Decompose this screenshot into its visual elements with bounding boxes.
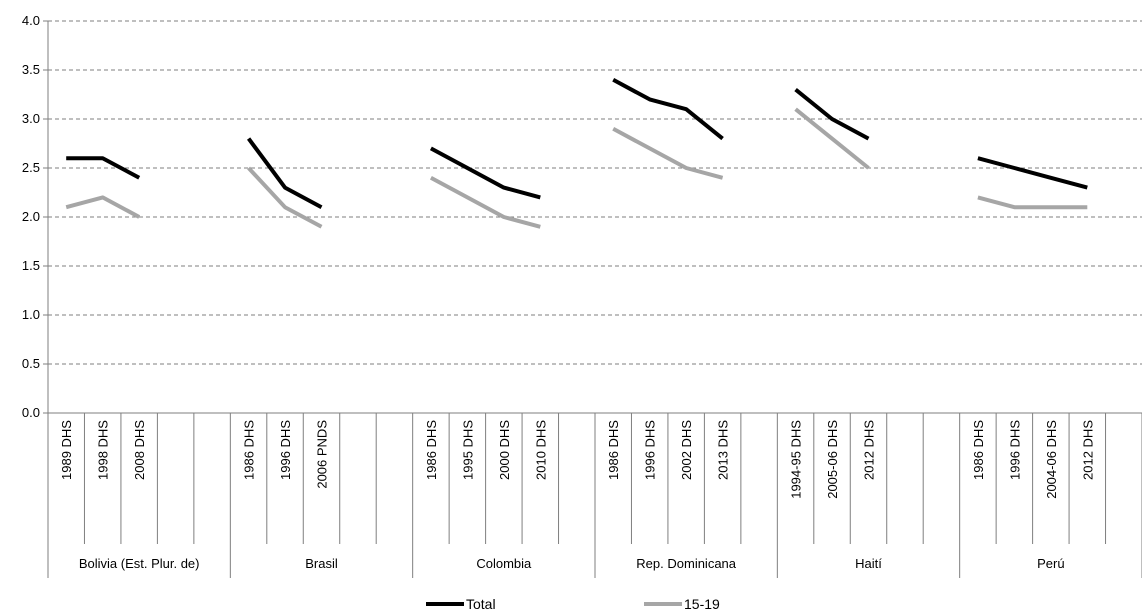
category-label: 2000 DHS (497, 420, 512, 480)
group-label: Haití (855, 556, 882, 571)
category-label: 1996 DHS (278, 420, 293, 480)
group-labels: Bolivia (Est. Plur. de) Brasil Colombia Rep… (79, 556, 1065, 571)
category-label: 2010 DHS (533, 420, 548, 480)
category-label: 1986 DHS (242, 420, 257, 480)
y-axis-tick-labels: 0.0 0.5 1.0 1.5 2.0 2.5 3.0 3.5 4.0 (22, 13, 48, 420)
group-label: Rep. Dominicana (636, 556, 736, 571)
category-label: 1986 DHS (424, 420, 439, 480)
category-label: 1994-95 DHS (789, 420, 804, 499)
category-label: 2004-06 DHS (1044, 420, 1059, 499)
legend-label: 15-19 (684, 596, 720, 612)
category-label: 2002 DHS (679, 420, 694, 480)
category-label: 1996 DHS (1007, 420, 1022, 480)
legend: Total 15-19 (426, 596, 720, 612)
category-label: 2006 PNDS (315, 420, 330, 489)
series-line-total (429, 146, 541, 200)
category-label: 2005-06 DHS (825, 420, 840, 499)
group-label: Bolivia (Est. Plur. de) (79, 556, 200, 571)
y-tick-label: 4.0 (22, 13, 40, 28)
y-tick-label: 1.5 (22, 258, 40, 273)
category-label: 1989 DHS (59, 420, 74, 480)
series-line-age_15_19 (429, 176, 541, 229)
y-tick-label: 0.0 (22, 405, 40, 420)
series-line-total (794, 88, 870, 141)
series-line-total (612, 78, 724, 141)
category-label: 1998 DHS (96, 420, 111, 480)
legend-label: Total (466, 596, 496, 612)
category-label: 2012 DHS (1080, 420, 1095, 480)
series-line-total (66, 156, 141, 180)
series-line-age_15_19 (65, 195, 141, 219)
series-line-age_15_19 (977, 195, 1088, 210)
category-label: 1996 DHS (643, 420, 658, 480)
y-tick-label: 3.0 (22, 111, 40, 126)
axes (47, 21, 1142, 578)
series-line-age_15_19 (794, 107, 870, 170)
series-line-age_15_19 (612, 127, 724, 180)
y-tick-label: 0.5 (22, 356, 40, 371)
category-label: 1986 DHS (606, 420, 621, 480)
series-line-total (246, 137, 323, 209)
y-tick-label: 1.0 (22, 307, 40, 322)
group-label: Brasil (305, 556, 338, 571)
group-label: Perú (1037, 556, 1064, 571)
y-tick-label: 2.5 (22, 160, 40, 175)
y-tick-label: 2.0 (22, 209, 40, 224)
group-label: Colombia (476, 556, 532, 571)
category-label: 2013 DHS (716, 420, 731, 480)
category-label: 1995 DHS (460, 420, 475, 480)
category-label: 1986 DHS (971, 420, 986, 480)
series-line-age_15_19 (247, 166, 323, 229)
category-labels: 1989 DHS 1998 DHS 2008 DHS 1986 DHS 1996 DHS… (59, 420, 1095, 499)
series-lines (65, 78, 1088, 229)
y-tick-label: 3.5 (22, 62, 40, 77)
category-label: 2012 DHS (862, 420, 877, 480)
category-label: 2008 DHS (132, 420, 147, 480)
gridlines (48, 20, 1142, 365)
series-line-total (977, 156, 1088, 190)
